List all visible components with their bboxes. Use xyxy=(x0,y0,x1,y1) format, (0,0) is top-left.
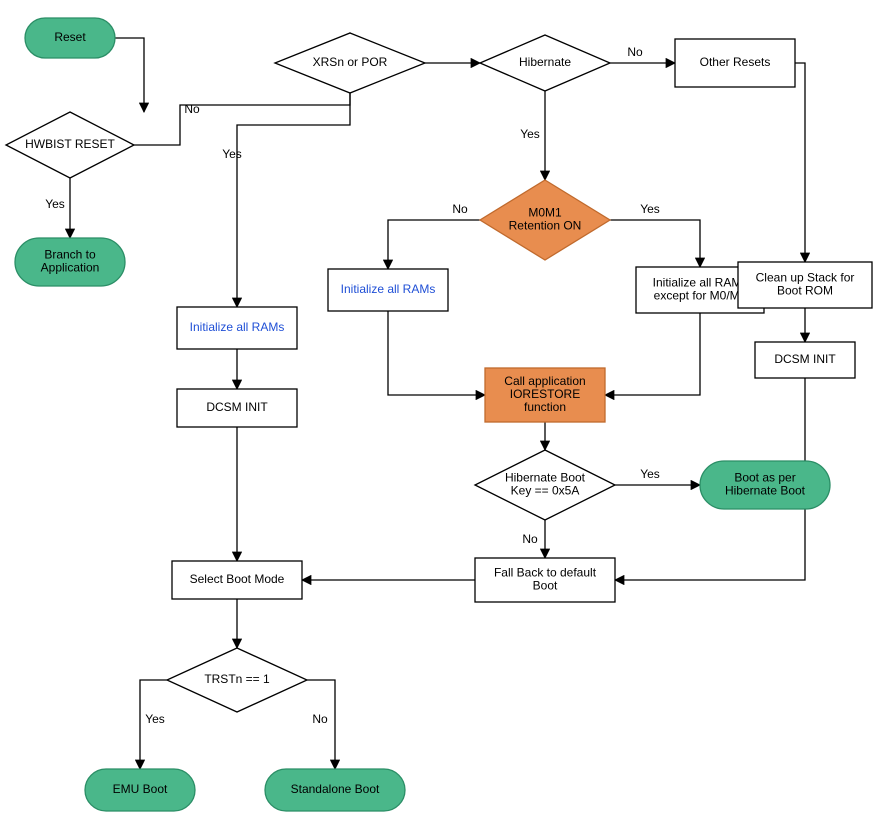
node-label: Application xyxy=(41,261,100,275)
node-label: Standalone Boot xyxy=(291,782,380,796)
node-label: Key == 0x5A xyxy=(511,484,580,498)
node-label: Hibernate xyxy=(519,55,571,69)
node-boot_hib: Boot as perHibernate Boot xyxy=(700,461,830,509)
node-label: HWBIST RESET xyxy=(25,137,115,151)
node-m0m1: M0M1Retention ON xyxy=(480,180,610,260)
edge xyxy=(605,313,700,395)
node-label: except for M0/M1 xyxy=(654,289,747,303)
node-label: Branch to xyxy=(44,248,96,262)
node-dcsm_left: DCSM INIT xyxy=(177,389,297,427)
edge-label: Yes xyxy=(640,467,660,481)
edge-label: No xyxy=(312,712,328,726)
edge-label: Yes xyxy=(145,712,165,726)
node-label: Hibernate Boot xyxy=(505,471,586,485)
node-label: function xyxy=(524,400,566,414)
edge-label: No xyxy=(627,45,643,59)
node-label: DCSM INIT xyxy=(774,352,836,366)
node-cleanup: Clean up Stack forBoot ROM xyxy=(738,262,872,308)
node-standalone: Standalone Boot xyxy=(265,769,405,811)
node-hib_key: Hibernate BootKey == 0x5A xyxy=(475,450,615,520)
node-init_rams_left: Initialize all RAMs xyxy=(177,307,297,349)
node-fallback: Fall Back to defaultBoot xyxy=(475,558,615,602)
node-label: Fall Back to default xyxy=(494,566,597,580)
edge-label: Yes xyxy=(222,147,242,161)
node-emu_boot: EMU Boot xyxy=(85,769,195,811)
node-label: Retention ON xyxy=(509,219,582,233)
edge xyxy=(388,311,485,395)
flowchart-canvas: Yes No Yes No Yes No Yes Yes No Yes No Reset HWBIST … xyxy=(0,0,888,829)
edge-label: Yes xyxy=(640,202,660,216)
node-label: Initialize all RAMs xyxy=(653,276,748,290)
node-label: Other Resets xyxy=(700,55,771,69)
node-other_resets: Other Resets xyxy=(675,39,795,87)
node-label: Reset xyxy=(54,30,86,44)
node-label: Initialize all RAMs xyxy=(190,320,285,334)
node-label: XRSn or POR xyxy=(313,55,388,69)
node-label: EMU Boot xyxy=(113,782,168,796)
node-label: Call application xyxy=(504,374,585,388)
node-label: Boot xyxy=(533,579,558,593)
node-label: Hibernate Boot xyxy=(725,484,806,498)
nodes-layer: Reset HWBIST RESET Branch toApplication XRS… xyxy=(6,18,872,811)
node-trstn: TRSTn == 1 xyxy=(167,648,307,712)
edge-label: No xyxy=(184,102,200,116)
edge-label: Yes xyxy=(45,197,65,211)
edge-label: No xyxy=(522,532,538,546)
node-xrsn: XRSn or POR xyxy=(275,33,425,93)
node-label: Initialize all RAMs xyxy=(341,282,436,296)
edge xyxy=(795,63,805,262)
node-label: TRSTn == 1 xyxy=(204,672,270,686)
edge xyxy=(388,220,480,269)
node-hwbist: HWBIST RESET xyxy=(6,112,134,178)
edges-layer: Yes No Yes No Yes No Yes Yes No Yes No xyxy=(45,33,805,769)
node-select_boot: Select Boot Mode xyxy=(172,561,302,599)
node-iorestore: Call applicationIORESTOREfunction xyxy=(485,368,605,422)
node-label: Select Boot Mode xyxy=(190,572,285,586)
node-label: Boot as per xyxy=(734,471,795,485)
node-dcsm_right: DCSM INIT xyxy=(755,342,855,378)
node-label: Clean up Stack for xyxy=(756,271,855,285)
edge xyxy=(115,38,144,112)
edge xyxy=(610,220,700,267)
node-hibernate: Hibernate xyxy=(480,35,610,91)
node-reset: Reset xyxy=(25,18,115,58)
node-branch_app: Branch toApplication xyxy=(15,238,125,286)
edge-label: Yes xyxy=(520,127,540,141)
node-label: IORESTORE xyxy=(510,387,580,401)
node-init_rams_mid: Initialize all RAMs xyxy=(328,269,448,311)
edge-label: No xyxy=(452,202,468,216)
node-label: Boot ROM xyxy=(777,284,833,298)
node-label: DCSM INIT xyxy=(206,400,268,414)
node-label: M0M1 xyxy=(528,206,562,220)
